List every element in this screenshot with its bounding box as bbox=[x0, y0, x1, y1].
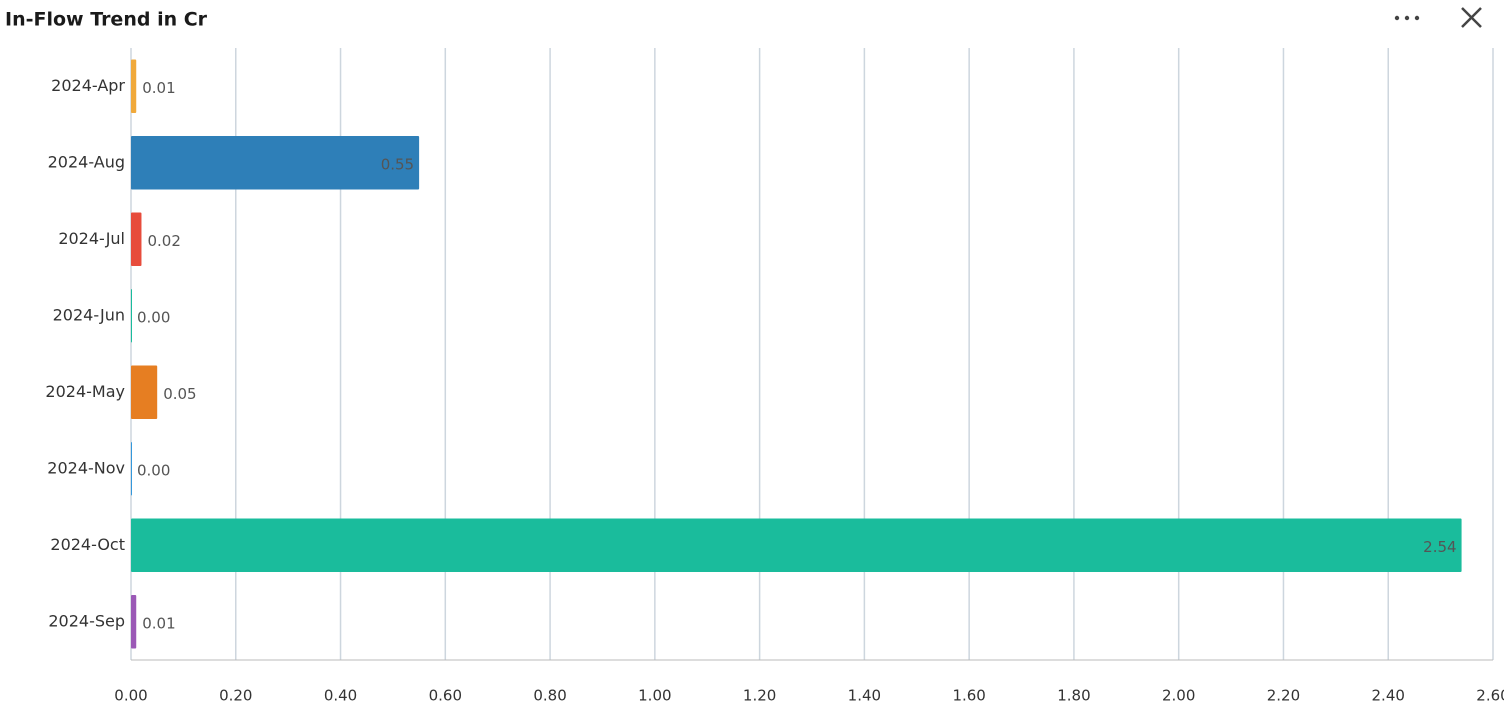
x-tick-label: 2.20 bbox=[1267, 687, 1300, 705]
x-tick-label: 2.40 bbox=[1372, 687, 1405, 705]
value-label: 0.05 bbox=[163, 385, 196, 403]
x-tick-label: 2.00 bbox=[1162, 687, 1195, 705]
value-label: 0.01 bbox=[142, 614, 175, 632]
value-label: 0.00 bbox=[137, 461, 170, 479]
bar bbox=[131, 135, 420, 190]
x-tick-label: 1.80 bbox=[1057, 687, 1090, 705]
dot bbox=[1394, 15, 1400, 21]
dot bbox=[1414, 15, 1420, 21]
dot bbox=[1404, 15, 1410, 21]
y-tick-label: 2024-Jul bbox=[58, 229, 125, 248]
x-tick-label: 1.60 bbox=[952, 687, 985, 705]
value-label: 2.54 bbox=[1423, 538, 1456, 556]
bar bbox=[131, 441, 132, 496]
y-tick-label: 2024-Apr bbox=[51, 76, 125, 95]
x-tick-label: 0.40 bbox=[324, 687, 357, 705]
chart-title: In-Flow Trend in Cr bbox=[5, 9, 208, 31]
close-stroke bbox=[1461, 7, 1482, 28]
y-tick-label: 2024-Sep bbox=[48, 611, 125, 630]
bar bbox=[131, 365, 158, 420]
x-tick-label: 0.80 bbox=[533, 687, 566, 705]
bar bbox=[131, 518, 1462, 573]
close-button[interactable] bbox=[1461, 7, 1482, 28]
bar bbox=[131, 59, 137, 114]
y-tick-label: 2024-Aug bbox=[48, 152, 125, 171]
x-tick-label: 0.00 bbox=[114, 687, 147, 705]
bar bbox=[131, 288, 132, 343]
x-tick-label: 1.00 bbox=[638, 687, 671, 705]
x-tick-label: 1.20 bbox=[743, 687, 776, 705]
x-tick-label: 2.60 bbox=[1476, 687, 1504, 705]
y-tick-label: 2024-Jun bbox=[53, 305, 125, 324]
y-tick-label: 2024-Oct bbox=[50, 535, 125, 554]
value-label: 0.01 bbox=[142, 79, 175, 97]
more-button[interactable] bbox=[1394, 15, 1420, 21]
x-tick-label: 1.40 bbox=[848, 687, 881, 705]
bar bbox=[131, 212, 142, 267]
value-label: 0.02 bbox=[147, 232, 180, 250]
value-label: 0.00 bbox=[137, 308, 170, 326]
y-tick-label: 2024-May bbox=[45, 382, 125, 401]
y-tick-label: 2024-Nov bbox=[47, 458, 125, 477]
bar bbox=[131, 594, 137, 649]
value-label: 0.55 bbox=[381, 155, 414, 173]
x-tick-label: 0.60 bbox=[429, 687, 462, 705]
x-tick-label: 0.20 bbox=[219, 687, 252, 705]
